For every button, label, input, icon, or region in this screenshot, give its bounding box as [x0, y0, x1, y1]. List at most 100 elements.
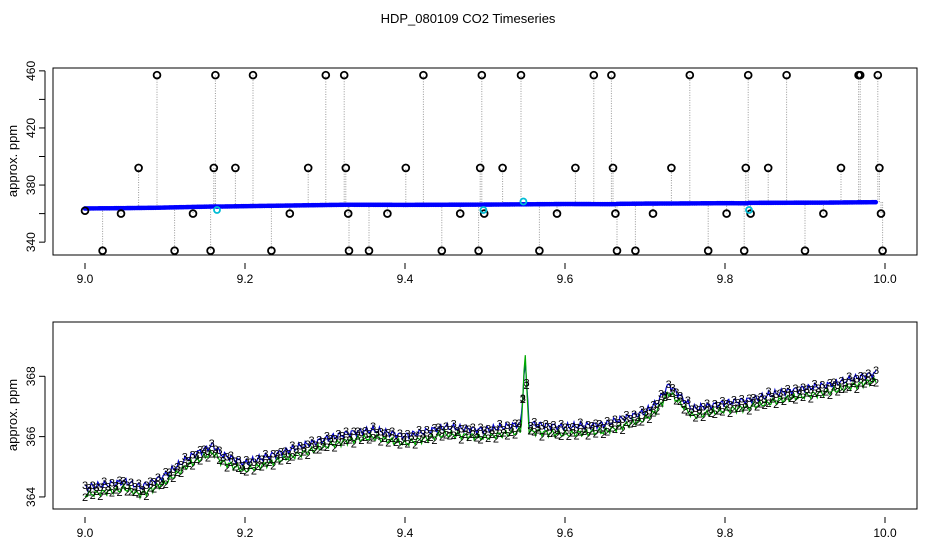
bottom-series-symbol: 3 — [228, 450, 234, 462]
bottom-series-symbol: 2 — [193, 454, 199, 466]
bottom-series-symbol: 2 — [435, 427, 441, 439]
bottom-series-symbol: 3 — [577, 417, 583, 429]
bottom-series-symbol: 3 — [424, 424, 430, 436]
bottom-series-symbol: 3 — [197, 445, 203, 457]
bottom-series-symbol: 3 — [677, 391, 683, 403]
bottom-series-symbol: 3 — [232, 456, 238, 468]
bottom-series-symbol: 3 — [266, 455, 272, 467]
bottom-series-symbol: 2 — [120, 480, 126, 492]
bottom-series-symbol: 3 — [742, 399, 748, 411]
bottom-series-symbol: 3 — [201, 444, 207, 456]
bottom-series-symbol: 2 — [343, 435, 349, 447]
bottom-series-symbol: 2 — [140, 486, 146, 498]
bottom-series-symbol: 3 — [570, 422, 576, 434]
top-series-line — [85, 205, 216, 210]
bottom-series-symbol: 3 — [873, 365, 879, 377]
top-plot-frame — [52, 67, 918, 256]
bottom-series-symbol: 2 — [454, 427, 460, 439]
bottom-series-symbol: 3 — [116, 475, 122, 487]
bottom-series-symbol: 3 — [297, 441, 303, 453]
bottom-series-symbol: 2 — [727, 408, 733, 420]
bottom-series-symbol: 3 — [366, 428, 372, 440]
bottom-series-symbol: 3 — [320, 437, 326, 449]
bottom-series-symbol: 2 — [861, 379, 867, 391]
bottom-series-symbol: 2 — [212, 449, 218, 461]
bottom-y-tick-label: 368 — [24, 366, 38, 386]
bottom-series-symbol: 2 — [850, 378, 856, 390]
top-outlier-point — [98, 246, 107, 256]
bottom-series-symbol: 2 — [608, 422, 614, 434]
bottom-series-symbol: 2 — [596, 423, 602, 435]
bottom-series-symbol: 2 — [355, 431, 361, 443]
top-outlier-point — [211, 70, 220, 80]
bottom-series-symbol: 2 — [808, 393, 814, 405]
bottom-series-symbol: 2 — [823, 387, 829, 399]
bottom-series-symbol: 3 — [643, 407, 649, 419]
top-series-line — [749, 201, 876, 204]
top-outlier-point — [474, 246, 483, 256]
bottom-series-symbol: 3 — [524, 377, 530, 389]
top-outlier-point — [631, 246, 640, 256]
bottom-series-symbol: 2 — [750, 397, 756, 409]
bottom-x-tick-label: 9.6 — [557, 526, 574, 540]
bottom-y-axis: 364 366 368 — [24, 366, 46, 507]
top-y-axis-label: approx. ppm — [5, 125, 20, 197]
bottom-series-symbol: 2 — [524, 380, 530, 392]
bottom-series-symbol: 3 — [539, 421, 545, 433]
bottom-series-symbol: 3 — [428, 428, 434, 440]
top-outlier-point — [170, 246, 179, 256]
bottom-series-symbol: 2 — [174, 467, 180, 479]
bottom-series-symbol: 2 — [293, 447, 299, 459]
bottom-series-symbol: 2 — [600, 429, 606, 441]
bottom-series-symbol: 2 — [155, 480, 161, 492]
bottom-series-symbol: 3 — [781, 387, 787, 399]
bottom-series-symbol: 2 — [769, 393, 775, 405]
bottom-series-symbol: 2 — [378, 437, 384, 449]
top-outlier-point — [667, 163, 676, 173]
bottom-series-symbol: 2 — [447, 430, 453, 442]
bottom-series-symbol: 2 — [458, 434, 464, 446]
top-outlier-point — [875, 163, 884, 173]
top-outlier-point — [477, 70, 487, 80]
bottom-series-symbol: 2 — [189, 460, 195, 472]
bottom-series-symbol: 3 — [485, 424, 491, 436]
bottom-series-symbol: 3 — [243, 454, 249, 466]
bottom-series-symbol: 2 — [566, 431, 572, 443]
bottom-series-symbol: 3 — [128, 477, 134, 489]
bottom-series-symbol: 2 — [508, 427, 514, 439]
bottom-series-symbol: 2 — [677, 396, 683, 408]
bottom-series-symbol: 3 — [558, 418, 564, 430]
bottom-series-symbol: 2 — [201, 448, 207, 460]
bottom-series-symbol: 3 — [362, 426, 368, 438]
top-outlier-traces — [84, 75, 884, 251]
bottom-series-symbol: 3 — [623, 410, 629, 422]
bottom-plot-frame — [52, 321, 918, 510]
top-outlier-point — [741, 163, 751, 173]
bottom-series-symbol: 3 — [378, 426, 384, 438]
bottom-series-symbol: 3 — [397, 428, 403, 440]
top-outlier-point — [475, 163, 485, 173]
bottom-series-symbol: 2 — [812, 388, 818, 400]
top-highlight-point — [213, 206, 221, 214]
bottom-series-symbol: 2 — [205, 452, 211, 464]
bottom-series-symbol: 2 — [835, 386, 841, 398]
bottom-series-symbol: 2 — [412, 440, 418, 452]
bottom-series-symbol: 2 — [577, 426, 583, 438]
bottom-series-symbol: 2 — [381, 433, 387, 445]
top-panel: 9.0 9.2 9.4 9.6 9.8 10.0 340 380 420 460 approx.… — [5, 61, 918, 286]
top-outlier-point — [344, 246, 354, 256]
bottom-series-symbol: 2 — [470, 429, 476, 441]
bottom-series-symbol: 3 — [500, 424, 506, 436]
bottom-series-symbol: 2 — [474, 432, 480, 444]
bottom-series-symbol: 2 — [662, 392, 668, 404]
bottom-series-symbol: 3 — [343, 426, 349, 438]
bottom-series-symbol: 2 — [654, 406, 660, 418]
bottom-series-symbol: 3 — [547, 422, 553, 434]
top-outlier-point — [855, 70, 865, 80]
bottom-series-symbol: 2 — [224, 463, 230, 475]
bottom-series-symbol: 2 — [696, 409, 702, 421]
bottom-series-symbol: 2 — [358, 435, 364, 447]
bottom-series-symbol: 2 — [320, 441, 326, 453]
bottom-series-symbol: 3 — [224, 451, 230, 463]
bottom-series-symbol: 2 — [82, 492, 88, 504]
